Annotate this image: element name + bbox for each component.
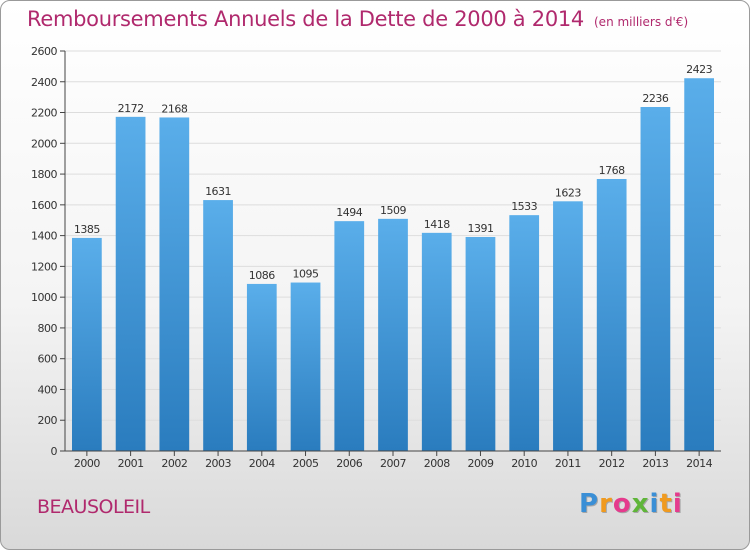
- y-tick-label-2000: 2000: [31, 137, 57, 150]
- x-tick-label-2007: 2007: [380, 457, 406, 470]
- logo-letter: P: [579, 489, 600, 519]
- x-tick-label-2001: 2001: [118, 457, 144, 470]
- bar-2006: [334, 221, 365, 451]
- title-row: Remboursements Annuels de la Dette de 20…: [27, 7, 688, 31]
- bar-2013: [640, 107, 671, 451]
- y-tick-label-2200: 2200: [31, 107, 57, 120]
- labels: 0 200 400 600 800 1000 1200 1400 1600 1800 2000 220…: [31, 45, 713, 470]
- logo-letter: x: [631, 489, 650, 519]
- logo-letter: o: [612, 489, 632, 519]
- x-tick-label-2008: 2008: [424, 457, 450, 470]
- bar-2010: [509, 215, 540, 451]
- bar-2000: [71, 237, 102, 451]
- proxiti-logo[interactable]: Proxiti: [579, 489, 683, 519]
- value-label-2002: 2168: [161, 102, 187, 115]
- value-label-2013: 2236: [642, 92, 668, 105]
- value-label-2000: 1385: [74, 223, 100, 236]
- y-tick-label-2600: 2600: [31, 45, 57, 58]
- x-tick-label-2003: 2003: [205, 457, 231, 470]
- axes: [60, 50, 721, 456]
- bar-2004: [246, 283, 277, 451]
- x-tick-label-2002: 2002: [161, 457, 187, 470]
- y-tick-label-1000: 1000: [31, 291, 57, 304]
- value-label-2005: 1095: [293, 268, 319, 281]
- x-tick-label-2012: 2012: [599, 457, 625, 470]
- value-label-2012: 1768: [599, 164, 625, 177]
- bar-2003: [203, 200, 233, 451]
- logo-letter: r: [599, 489, 613, 519]
- y-tick-label-0: 0: [51, 445, 58, 458]
- bar-2014: [684, 78, 715, 451]
- x-tick-label-2005: 2005: [293, 457, 319, 470]
- bar-2011: [553, 201, 583, 451]
- chart-title: Remboursements Annuels de la Dette de 20…: [27, 7, 584, 31]
- x-tick-label-2009: 2009: [467, 457, 493, 470]
- value-label-2004: 1086: [249, 269, 275, 282]
- x-tick-label-2010: 2010: [511, 457, 537, 470]
- value-label-2007: 1509: [380, 204, 406, 217]
- bar-2005: [290, 282, 321, 451]
- x-tick-label-2013: 2013: [642, 457, 668, 470]
- bar-2009: [465, 237, 496, 451]
- x-tick-label-2006: 2006: [336, 457, 362, 470]
- unit-label: (en milliers d'€): [594, 15, 689, 29]
- x-tick-label-2004: 2004: [249, 457, 275, 470]
- value-label-2001: 2172: [118, 102, 144, 115]
- value-label-2010: 1533: [511, 200, 537, 213]
- y-tick-label-600: 600: [38, 353, 58, 366]
- x-tick-label-2014: 2014: [686, 457, 712, 470]
- y-tick-label-2400: 2400: [31, 76, 57, 89]
- x-tick-label-2000: 2000: [74, 457, 100, 470]
- bar-2001: [115, 116, 146, 451]
- y-tick-label-1600: 1600: [31, 199, 57, 212]
- bars: [71, 78, 715, 451]
- y-tick-label-1200: 1200: [31, 260, 57, 273]
- value-label-2009: 1391: [467, 222, 493, 235]
- y-tick-label-1800: 1800: [31, 168, 57, 181]
- logo-letter: i: [672, 489, 683, 519]
- x-tick-label-2011: 2011: [555, 457, 581, 470]
- bar-2012: [596, 179, 627, 451]
- logo-letter: t: [659, 489, 673, 519]
- value-label-2011: 1623: [555, 186, 581, 199]
- town-name: BEAUSOLEIL: [37, 496, 150, 518]
- bar-2002: [159, 117, 190, 451]
- y-tick-label-400: 400: [38, 383, 58, 396]
- value-label-2006: 1494: [336, 206, 362, 219]
- y-tick-label-800: 800: [38, 322, 58, 335]
- value-label-2003: 1631: [205, 185, 231, 198]
- bar-2008: [421, 232, 452, 451]
- bar-2007: [378, 218, 408, 451]
- y-tick-label-1400: 1400: [31, 230, 57, 243]
- logo-letter: i: [649, 489, 660, 519]
- value-label-2008: 1418: [424, 218, 450, 231]
- y-tick-label-200: 200: [38, 414, 58, 427]
- value-label-2014: 2423: [686, 63, 712, 76]
